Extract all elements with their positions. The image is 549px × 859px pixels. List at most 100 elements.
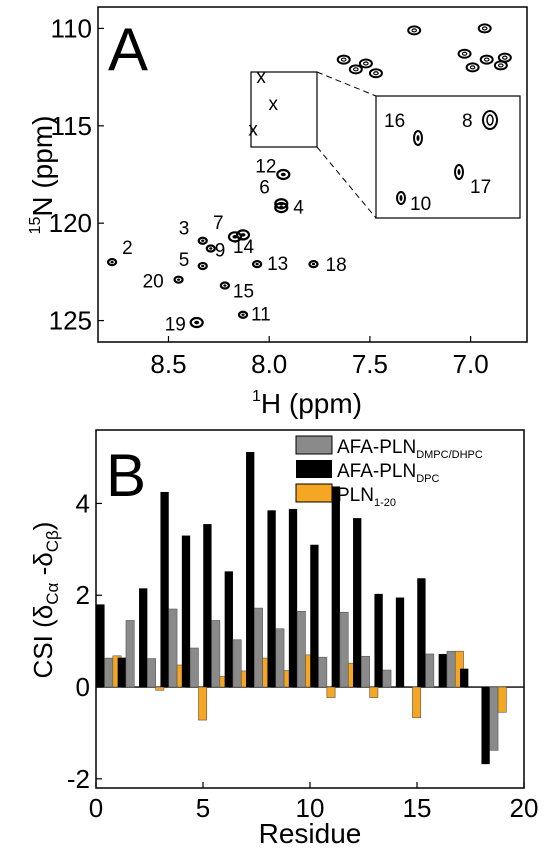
peak-label-5: 5 [179, 250, 190, 271]
sidechain-peak [457, 48, 472, 59]
panel-b-x-tick-label: 10 [296, 793, 325, 823]
bar-dpc-residue-6 [203, 524, 212, 688]
inset-peak-17-core [457, 169, 461, 175]
peak-14-core [232, 235, 238, 239]
bar-1-20-residue-3 [155, 686, 165, 691]
peak-label-4: 4 [293, 198, 304, 219]
panel-a-x-tick-label: 7.0 [453, 349, 489, 379]
bar-dmpc-dhpc-residue-4 [168, 608, 178, 688]
peak-label-14: 14 [233, 237, 255, 258]
panel-b-x-tick-label: 15 [403, 793, 432, 823]
peak-label-18: 18 [326, 255, 347, 276]
panel-b-y-axis-label-group: CSI (δCα -δCβ) [28, 522, 62, 679]
bar-dpc-residue-15 [395, 597, 405, 688]
inset-peak-8-core [486, 114, 494, 126]
bar-dpc-residue-4 [160, 491, 169, 688]
panel-a-y-tick-label: 120 [49, 208, 92, 238]
panel-a-sidechain-peaks [336, 23, 512, 79]
bar-dpc-residue-5 [181, 535, 191, 688]
bar-dmpc-dhpc-residue-11 [318, 656, 328, 688]
legend-label-dmpc-dhpc-name: AFA-PLN [337, 437, 416, 458]
bar-1-20-residue-15 [412, 686, 422, 719]
panel-a-x-markers: xxx [248, 67, 278, 141]
peak-12 [276, 168, 291, 181]
inset-peak-10 [396, 191, 406, 205]
peak-label-2: 2 [122, 238, 133, 259]
sidechain-peak-core [373, 71, 379, 76]
inset-peak-8 [482, 110, 498, 130]
panel-b-y-axis-ticks: -2 0 2 4 [67, 488, 102, 794]
sidechain-peak-core [340, 57, 347, 62]
x-marker: x [248, 120, 258, 141]
sidechain-peak [465, 62, 480, 73]
panel-a-y-axis-label-sup: 15 [27, 217, 44, 235]
panel-b-y-axis-label-sub2: Cβ [43, 530, 62, 552]
sidechain-peak-core [502, 55, 508, 60]
peak-label-3: 3 [179, 219, 190, 240]
bar-dpc-residue-2 [117, 657, 126, 688]
panel-b-y-tick-label: 2 [76, 580, 90, 610]
peak-13 [252, 259, 263, 269]
panel-a-x-tick-label: 8.0 [251, 349, 287, 379]
bar-dmpc-dhpc-residue-8 [254, 607, 263, 688]
panel-a-x-axis-ticks: 8.5 8.0 7.5 7.0 [150, 336, 489, 379]
bar-dpc-residue-13 [353, 518, 362, 688]
bar-dpc-residue-19 [481, 687, 490, 765]
panel-b-y-axis-label: CSI (δCα -δCβ) [28, 522, 62, 679]
panel-a-y-tick-label: 110 [51, 13, 92, 43]
panel-b-y-axis-label-mid: -δ [28, 552, 58, 582]
sidechain-peak-core [469, 65, 476, 70]
bar-dpc-residue-18 [460, 668, 469, 688]
peak-15-core [223, 284, 227, 287]
peak-19-core [194, 320, 200, 325]
bar-dmpc-dhpc-residue-7 [232, 639, 242, 688]
bar-dmpc-dhpc-residue-12 [339, 611, 349, 688]
peak-20-core [176, 278, 181, 281]
bar-dpc-residue-14 [374, 593, 383, 688]
panel-b-x-axis-label: Residue [259, 818, 362, 849]
sidechain-peak [348, 64, 363, 75]
sidechain-peak-core [353, 67, 359, 72]
panel-a-x-axis-label: 1H (ppm) [252, 388, 362, 419]
inset-peak-17 [454, 164, 464, 180]
panel-b-y-tick-label: -2 [67, 764, 90, 794]
sidechain-peak-core [483, 57, 490, 62]
legend-swatch-pln [295, 483, 333, 503]
bar-dmpc-dhpc-residue-9 [275, 628, 285, 688]
bar-dmpc-dhpc-residue-14 [382, 669, 392, 688]
legend-label-pln-sub: 1-20 [374, 497, 396, 509]
panel-b-x-tick-label: 5 [196, 793, 210, 823]
legend-label-dpc-name: AFA-PLN [337, 461, 416, 482]
panel-a-x-tick-label: 7.5 [352, 349, 388, 379]
peak-6-core [278, 201, 284, 206]
zoom-connector-top [316, 71, 377, 97]
bar-dmpc-dhpc-residue-19 [489, 686, 499, 751]
zoom-source-box [250, 71, 318, 148]
panel-b-y-tick-label: 4 [76, 488, 90, 518]
bar-dmpc-dhpc-residue-13 [361, 655, 370, 688]
zoom-inset: 16 8 17 10 [375, 95, 521, 219]
peak-11-core [241, 313, 245, 316]
sidechain-peak-core [363, 61, 369, 66]
inset-peak-16 [413, 130, 423, 146]
panel-b-y-axis-label-a: CSI (δ [28, 605, 58, 679]
panel-b-x-axis-ticks: 0 5 10 15 20 [89, 782, 538, 823]
peak-18-core [311, 262, 316, 266]
sidechain-peak [479, 54, 494, 65]
panel-b-y-tick-label: 0 [76, 672, 90, 702]
peak-2 [106, 258, 118, 267]
peak-12-core [280, 172, 286, 177]
bar-dpc-residue-12 [331, 486, 340, 688]
bar-1-20-residue-5 [198, 686, 208, 721]
panel-b-legend: AFA-PLNDMPC/DHPC AFA-PLNDPC PLN1-20 [295, 435, 483, 509]
peak-3-core [201, 239, 205, 242]
panel-a-label: A [108, 16, 148, 83]
peak-9 [205, 244, 216, 253]
peak-13-core [255, 262, 259, 266]
panel-a-plot-frame [97, 6, 528, 343]
bar-dpc-residue-3 [139, 588, 148, 688]
bar-dmpc-dhpc-residue-3 [147, 658, 156, 688]
panel-a-y-axis-ticks: 110 115 120 125 [49, 13, 104, 336]
legend-label-dmpc-dhpc: AFA-PLNDMPC/DHPC [337, 437, 483, 461]
